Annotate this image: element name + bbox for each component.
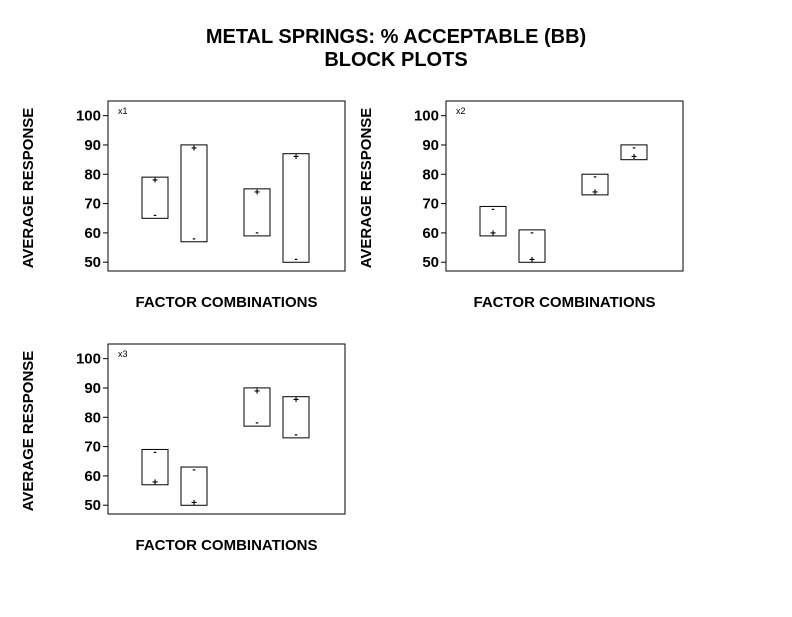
block-rect [518, 229, 546, 263]
block-rect [243, 387, 271, 427]
block-rect [243, 188, 271, 237]
panels-group: x1 50 60 70 80 90 100 FACTOR COMBINATIONS AVERAG… [20, 100, 684, 554]
block-rect [282, 396, 310, 439]
y-tick-label: 50 [84, 497, 101, 514]
block-rect [620, 144, 648, 161]
panel-label: x3 [118, 349, 128, 359]
y-axis-title: AVERAGE RESPONSE [20, 108, 37, 269]
block-minus-mark: - [294, 429, 297, 440]
y-tick-label: 80 [84, 166, 101, 183]
y-tick-label: 50 [84, 254, 101, 271]
y-tick-label: 100 [76, 351, 101, 368]
y-tick-label: 70 [84, 196, 101, 213]
y-tick-label: 70 [84, 439, 101, 456]
block-plus-mark: + [191, 143, 197, 154]
block-minus-mark: - [255, 227, 258, 238]
block-minus-mark: - [491, 204, 494, 215]
x-axis-title: FACTOR COMBINATIONS [474, 294, 656, 311]
block-rect [581, 173, 609, 196]
y-axis-title: AVERAGE RESPONSE [358, 108, 375, 269]
block-minus-mark: - [192, 233, 195, 244]
block-minus-mark: - [153, 210, 156, 221]
y-tick-label: 60 [84, 225, 101, 242]
plot-frame [107, 343, 346, 515]
chart-subtitle: BLOCK PLOTS [324, 49, 467, 71]
block-rect [141, 448, 169, 486]
y-tick-label: 90 [422, 137, 439, 154]
y-tick-label: 90 [84, 137, 101, 154]
y-tick-label: 100 [414, 108, 439, 125]
block-minus-mark: - [530, 227, 533, 238]
block-plus-mark: + [152, 176, 158, 187]
y-tick-label: 60 [422, 225, 439, 242]
block-minus-mark: - [632, 142, 635, 153]
y-tick-label: 90 [84, 380, 101, 397]
block-rect [180, 466, 208, 506]
panel-x1: x1 50 60 70 80 90 100 FACTOR COMBINATIONS AVERAG… [20, 100, 346, 311]
x-axis-title: FACTOR COMBINATIONS [136, 537, 318, 554]
x-axis-title: FACTOR COMBINATIONS [136, 294, 318, 311]
y-tick-label: 60 [84, 468, 101, 485]
plot-frame [445, 100, 684, 272]
panel-label: x1 [118, 106, 128, 116]
block-plus-mark: + [152, 477, 158, 488]
chart-title: METAL SPRINGS: % ACCEPTABLE (BB) [206, 26, 586, 48]
block-plus-mark: + [490, 228, 496, 239]
block-rect [141, 176, 169, 219]
block-rect [479, 205, 507, 237]
block-minus-mark: - [192, 465, 195, 476]
block-plus-mark: + [631, 152, 637, 163]
panel-label: x2 [456, 106, 466, 116]
block-plus-mark: + [529, 255, 535, 266]
y-tick-label: 70 [422, 196, 439, 213]
panel-x3: x3 50 60 70 80 90 100 FACTOR COMBINATIONS AVERAG… [20, 343, 346, 554]
y-axis-title: AVERAGE RESPONSE [20, 351, 37, 512]
block-minus-mark: - [294, 254, 297, 265]
block-plus-mark: + [191, 498, 197, 509]
block-rect [282, 153, 310, 263]
y-tick-label: 80 [84, 409, 101, 426]
block-plus-mark: + [254, 187, 260, 198]
block-plus-mark: + [293, 152, 299, 163]
y-tick-label: 80 [422, 166, 439, 183]
block-plus-mark: + [293, 395, 299, 406]
block-minus-mark: - [153, 447, 156, 458]
block-rect [180, 144, 208, 243]
plot-frame [107, 100, 346, 272]
block-minus-mark: - [593, 172, 596, 183]
y-tick-label: 100 [76, 108, 101, 125]
block-plus-mark: + [254, 386, 260, 397]
y-tick-label: 50 [422, 254, 439, 271]
block-plus-mark: + [592, 187, 598, 198]
panel-x2: x2 50 60 70 80 90 100 FACTOR COMBINATIONS AVERAG… [358, 100, 684, 311]
block-minus-mark: - [255, 418, 258, 429]
